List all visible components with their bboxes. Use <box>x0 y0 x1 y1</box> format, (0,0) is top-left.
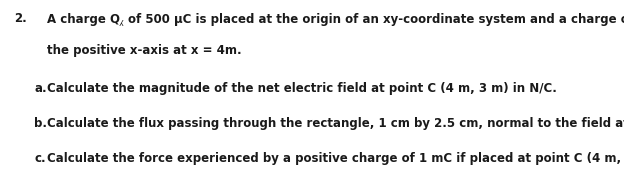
Text: A charge Q⁁ of 500 μC is placed at the origin of an xy-coordinate system and a c: A charge Q⁁ of 500 μC is placed at the o… <box>47 12 624 26</box>
Text: a.: a. <box>34 82 47 95</box>
Text: Calculate the magnitude of the net electric field at point C (4 m, 3 m) in N/C.: Calculate the magnitude of the net elect… <box>47 82 557 95</box>
Text: 2.: 2. <box>14 12 26 25</box>
Text: b.: b. <box>34 117 47 130</box>
Text: Calculate the flux passing through the rectangle, 1 cm by 2.5 cm, normal to the : Calculate the flux passing through the r… <box>47 117 624 130</box>
Text: Calculate the force experienced by a positive charge of 1 mC if placed at point : Calculate the force experienced by a pos… <box>47 152 624 165</box>
Text: c.: c. <box>34 152 46 165</box>
Text: the positive x-axis at x = 4m.: the positive x-axis at x = 4m. <box>47 44 241 57</box>
